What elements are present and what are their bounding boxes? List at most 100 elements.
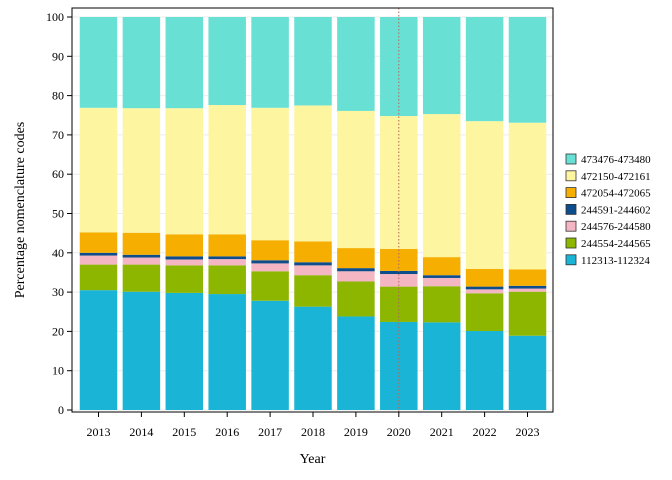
bar-segment: [165, 234, 204, 257]
bar-segment: [294, 306, 332, 410]
bar-segment: [79, 107, 118, 233]
bar-segment: [422, 277, 461, 287]
bar-segment: [165, 17, 204, 109]
bar-segment: [208, 234, 246, 257]
bar-segment: [208, 265, 246, 295]
bar-segment: [422, 322, 461, 410]
bar-segment: [337, 271, 375, 282]
legend-swatch: [565, 170, 577, 182]
bar-segment: [208, 256, 246, 260]
bar-segment: [337, 248, 375, 269]
bar-segment: [122, 291, 161, 410]
bar-segment: [422, 114, 461, 258]
bar-segment: [337, 281, 375, 317]
bar-segment: [122, 232, 161, 255]
bar-segment: [165, 259, 204, 266]
x-tick-label: 2016: [215, 425, 239, 439]
bar-segment: [508, 291, 547, 336]
bar-segment: [294, 275, 332, 307]
bar-segment: [208, 105, 246, 235]
bar-segment: [122, 17, 161, 109]
bar-segment: [79, 290, 118, 410]
bar-segment: [251, 240, 289, 261]
legend: 473476-473480 472150-472161 472054-472065 2…: [565, 153, 651, 267]
legend-swatch: [565, 220, 577, 232]
bar-segment: [422, 17, 461, 115]
bar-segment: [165, 256, 204, 260]
x-tick-label: 2017: [258, 425, 282, 439]
bar-segment: [122, 254, 161, 258]
x-axis: 2013 2014 2015 2016 2017 2018 2019 2020 2021 2022…: [87, 412, 540, 439]
y-axis: 0 10 20 30 40 50 60 70 80 90 100: [46, 10, 72, 417]
bar-segment: [380, 274, 418, 287]
legend-swatch: [565, 203, 577, 215]
y-tick-label: 10: [52, 364, 64, 378]
bar-segment: [122, 257, 161, 265]
x-tick-label: 2022: [473, 425, 497, 439]
bar-segment: [465, 268, 504, 287]
bar-segment: [208, 259, 246, 266]
legend-label: 473476-473480: [581, 154, 651, 166]
bar-segment: [465, 289, 504, 294]
legend-swatch: [565, 254, 577, 266]
bar-segment: [422, 286, 461, 323]
legend-label: 244576-244580: [581, 221, 651, 233]
bar-segment: [294, 265, 332, 276]
y-tick-label: 0: [58, 403, 64, 417]
legend-swatch: [565, 187, 577, 199]
bar-segment: [165, 265, 204, 293]
y-tick-label: 40: [52, 246, 64, 260]
bar-segment: [337, 268, 375, 272]
bar-segment: [508, 269, 547, 286]
bar-segment: [79, 252, 118, 256]
x-tick-label: 2021: [430, 425, 454, 439]
bar-segment: [465, 331, 504, 410]
x-tick-label: 2014: [129, 425, 153, 439]
bar-segment: [337, 316, 375, 410]
y-tick-label: 80: [52, 89, 64, 103]
bar-segment: [380, 270, 418, 275]
y-axis-title: Percentage nomenclature codes: [13, 122, 28, 298]
y-tick-label: 100: [46, 10, 64, 24]
bar-segment: [465, 293, 504, 332]
y-tick-label: 60: [52, 167, 64, 181]
bar-segment: [251, 17, 289, 108]
bar-segment: [508, 285, 547, 289]
legend-label: 472054-472065: [581, 188, 651, 200]
bar-segment: [208, 294, 246, 410]
bars: [79, 17, 547, 410]
legend-label: 244554-244565: [581, 238, 651, 250]
bar-segment: [465, 17, 504, 122]
bar-segment: [165, 108, 204, 235]
bar-segment: [251, 263, 289, 272]
bar-segment: [251, 300, 289, 410]
bar-segment: [122, 108, 161, 233]
x-tick-label: 2020: [387, 425, 411, 439]
bar-segment: [294, 262, 332, 266]
bar-segment: [380, 248, 418, 271]
bar-segment: [165, 292, 204, 410]
legend-label: 112313-112324: [581, 255, 650, 267]
bar-segment: [465, 121, 504, 269]
bar-segment: [465, 286, 504, 290]
bar-segment: [294, 105, 332, 242]
legend-swatch: [565, 237, 577, 249]
x-tick-label: 2023: [516, 425, 540, 439]
bar-segment: [422, 257, 461, 276]
legend-label: 472150-472161: [581, 171, 651, 183]
bar-segment: [79, 232, 118, 253]
bar-segment: [337, 110, 375, 249]
bar-segment: [294, 241, 332, 263]
x-tick-label: 2013: [87, 425, 111, 439]
bar-segment: [508, 17, 547, 123]
bar-segment: [79, 17, 118, 108]
bar-segment: [508, 335, 547, 410]
x-axis-title: Year: [300, 452, 326, 467]
bar-segment: [122, 264, 161, 292]
y-tick-label: 90: [52, 49, 64, 63]
bar-segment: [79, 255, 118, 265]
y-tick-label: 30: [52, 285, 64, 299]
x-tick-label: 2018: [301, 425, 325, 439]
bar-segment: [251, 107, 289, 241]
